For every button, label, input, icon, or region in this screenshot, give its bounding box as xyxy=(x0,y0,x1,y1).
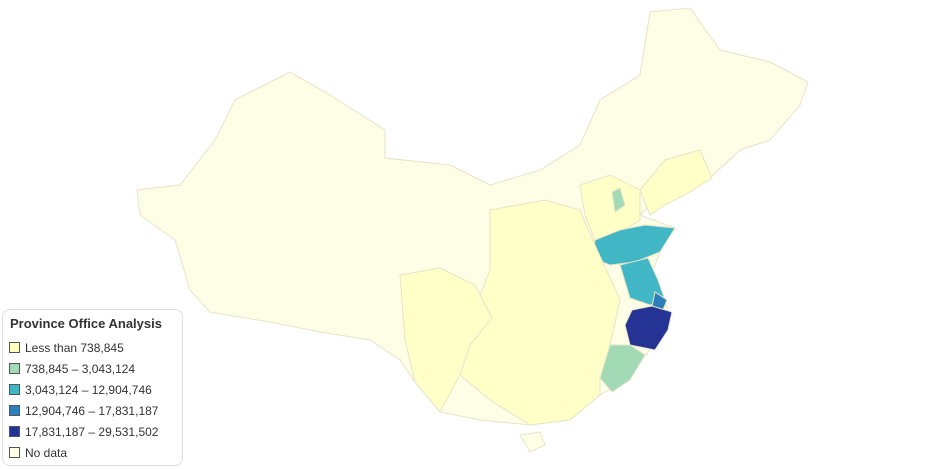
legend-item[interactable]: 12,904,746 – 17,831,187 xyxy=(3,400,182,421)
legend-label: 3,043,124 – 12,904,746 xyxy=(25,382,152,397)
region-hainan[interactable] xyxy=(519,431,546,453)
legend-title: Province Office Analysis xyxy=(10,316,162,331)
legend-item[interactable]: 738,845 – 3,043,124 xyxy=(3,358,182,379)
legend-label: 17,831,187 – 29,531,502 xyxy=(25,424,159,439)
legend-label: Less than 738,845 xyxy=(25,340,124,355)
region-liaoning[interactable] xyxy=(639,149,713,216)
legend-swatch xyxy=(9,447,20,458)
legend-swatch xyxy=(9,342,20,353)
legend-item[interactable]: Less than 738,845 xyxy=(3,337,182,358)
region-southwest[interactable] xyxy=(399,267,493,413)
legend-swatch xyxy=(9,363,20,374)
legend-label: 12,904,746 – 17,831,187 xyxy=(25,403,159,418)
legend-swatch xyxy=(9,405,20,416)
legend-item[interactable]: 3,043,124 – 12,904,746 xyxy=(3,379,182,400)
region-zhejiang[interactable] xyxy=(624,305,673,351)
legend-item[interactable]: 17,831,187 – 29,531,502 xyxy=(3,421,182,442)
legend-label: No data xyxy=(25,445,68,460)
legend-swatch xyxy=(9,426,20,437)
region-hebei[interactable] xyxy=(579,174,641,241)
legend: Province Office Analysis Less than 738,8… xyxy=(2,309,183,466)
legend-item[interactable]: No data xyxy=(3,442,182,463)
legend-label: 738,845 – 3,043,124 xyxy=(25,361,136,376)
legend-swatch xyxy=(9,384,20,395)
region-beijing[interactable] xyxy=(611,187,626,213)
